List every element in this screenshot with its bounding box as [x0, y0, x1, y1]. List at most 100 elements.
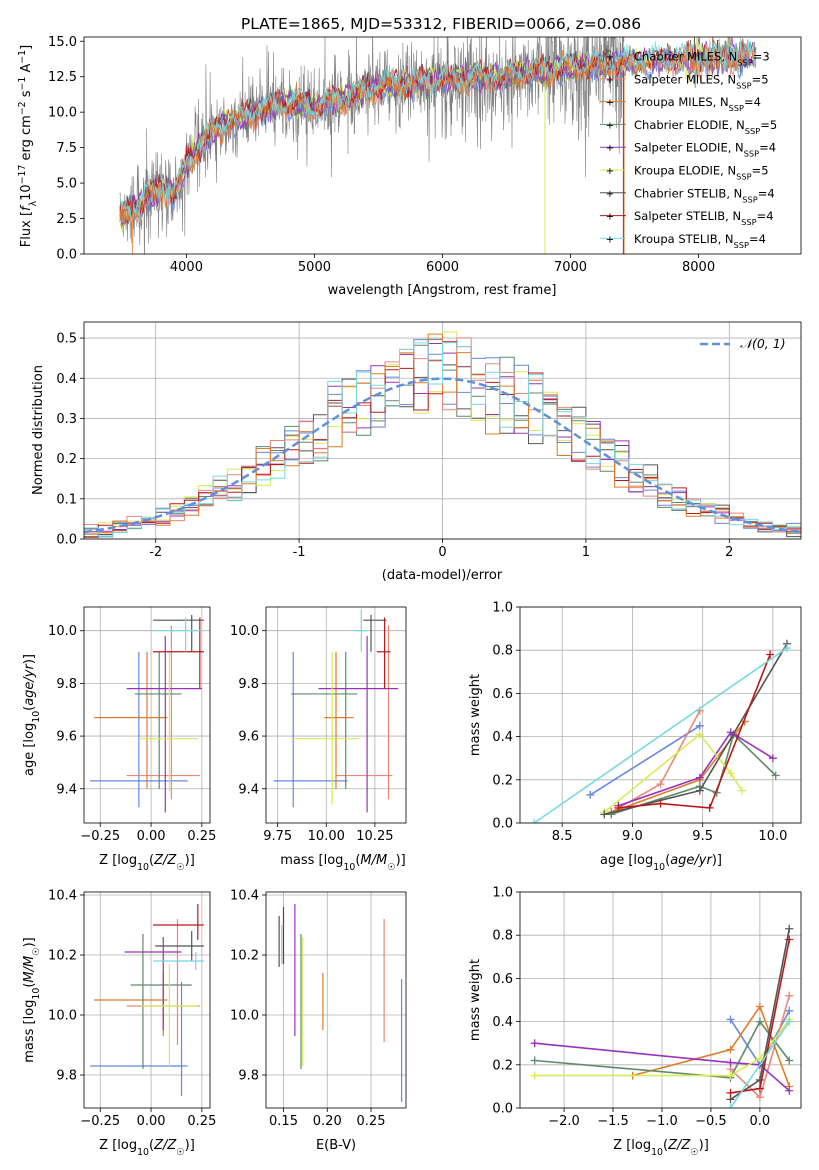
weight-marker [607, 810, 616, 819]
x-tick-label: −1.0 [646, 1114, 678, 1129]
weight-line [534, 1042, 790, 1092]
y-tick-label: 0.4 [56, 372, 77, 387]
y-axis-label: Normed distribution [31, 365, 46, 495]
weight-line [610, 710, 701, 813]
legend-marker: + [606, 98, 614, 109]
axes-weight_vs_Z: −2.0 −1.5 −1.0 −0.5 0.0 0.0 0.2 0.4 0.6 0.8 1.0 [492, 886, 802, 1129]
weight-marker [530, 1056, 539, 1065]
weight-marker [755, 1093, 764, 1102]
x-tick-label: 0.15 [269, 1114, 298, 1129]
weight-marker [530, 1071, 539, 1080]
weight-marker [785, 1056, 794, 1065]
y-tick-label: 9.8 [238, 677, 259, 692]
x-tick-label: 9.75 [263, 829, 292, 844]
axes-weight_vs_age: 8.5 9.0 9.5 10.0 0.0 0.2 0.4 0.6 0.8 1.0 [492, 601, 802, 844]
x-tick-label: 10.25 [356, 829, 393, 844]
y-tick-label: 0.0 [56, 248, 77, 263]
x-tick-label: 9.0 [622, 829, 643, 844]
legend-label: 𝒩(0, 1) [740, 336, 786, 351]
y-tick-label: 0.0 [492, 1102, 513, 1117]
weight-marker [755, 1002, 764, 1011]
weight-marker [766, 650, 775, 659]
legend-label: Chabrier MILES, NSSP=3 [634, 50, 770, 68]
x-tick-label: 4000 [170, 260, 203, 275]
y-tick-label: 2.5 [56, 212, 77, 227]
y-axis-label: mass [log10(M/M☉)] [22, 937, 42, 1063]
x-axis-label: mass [log10(M/M☉)] [280, 853, 406, 873]
y-tick-label: 15.0 [48, 35, 77, 50]
y-axis-label: age [log10(age/yr)] [22, 654, 42, 776]
y-tick-label: 9.4 [56, 782, 77, 797]
y-tick-label: 0.0 [492, 817, 513, 832]
y-tick-label: 0.5 [56, 332, 77, 347]
axes-frame [83, 36, 802, 255]
y-tick-label: 0.2 [492, 1058, 513, 1073]
y-axis-label: mass weight [468, 674, 483, 756]
weight-marker [771, 771, 780, 780]
weight-marker [726, 1104, 735, 1108]
y-tick-label: 1.0 [492, 601, 513, 616]
x-tick-label: −0.25 [80, 1114, 120, 1129]
weight-marker [530, 819, 539, 823]
weight-marker [695, 773, 704, 782]
x-tick-label: 0 [438, 545, 446, 560]
axes-frame [265, 606, 407, 824]
grid [266, 892, 406, 1108]
axes-frame [83, 606, 211, 824]
plot-area [530, 639, 791, 823]
x-tick-label: 0.25 [187, 1114, 216, 1129]
weight-marker [782, 644, 791, 653]
plot-area [530, 924, 794, 1108]
y-tick-label: 0.1 [56, 492, 77, 507]
weight-marker [785, 935, 794, 944]
y-tick-label: 0.0 [56, 533, 77, 548]
legend-label: Chabrier ELODIE, NSSP=5 [634, 118, 777, 136]
y-tick-label: 10.0 [230, 624, 259, 639]
weight-marker [726, 728, 735, 737]
axes-frame [83, 891, 211, 1109]
model-spectrum [119, 39, 757, 226]
weight-line [632, 1004, 791, 1087]
legend-marker: + [606, 166, 614, 177]
y-tick-label: 10.4 [230, 889, 259, 904]
x-tick-label: 1 [582, 545, 590, 560]
plot-area [84, 331, 801, 538]
weight-marker [785, 1017, 794, 1026]
x-tick-label: 0.20 [313, 1114, 342, 1129]
y-tick-label: 12.5 [48, 70, 77, 85]
x-tick-label: −2.0 [548, 1114, 580, 1129]
legend: + Chabrier MILES, NSSP=3 + Salpeter MILES, … [600, 50, 777, 250]
y-axis-label: Flux [fλ10−17 erg cm−2 s−1 A−1] [17, 45, 39, 247]
weight-line [534, 1020, 790, 1079]
y-tick-label: 5.0 [56, 177, 77, 192]
plot-area [90, 904, 204, 1096]
x-tick-label: 8.5 [552, 829, 573, 844]
x-tick-label: -1 [293, 545, 306, 560]
x-axis-label: (data-model)/error [382, 568, 503, 583]
plot-area [273, 609, 399, 813]
y-tick-label: 0.2 [492, 773, 513, 788]
legend-marker: + [606, 75, 614, 86]
weight-line [618, 654, 771, 809]
weight-marker [695, 721, 704, 730]
weight-marker [785, 1006, 794, 1015]
model-spectrum [119, 37, 757, 217]
y-tick-label: 0.8 [492, 929, 513, 944]
weight-marker [726, 1015, 735, 1024]
x-tick-label: 0.25 [357, 1114, 386, 1129]
axes-frame [519, 606, 802, 824]
axes-residuals: -2 -1 0 1 2 0.0 0.1 0.2 0.3 0.4 0.5 [56, 321, 802, 560]
x-tick-label: −1.5 [597, 1114, 629, 1129]
residual-histogram [84, 342, 801, 537]
axes-frame [83, 321, 802, 540]
legend: 𝒩(0, 1) [700, 336, 786, 351]
weight-line [589, 725, 701, 796]
y-tick-label: 0.6 [492, 687, 513, 702]
x-tick-label: 6000 [426, 260, 459, 275]
x-tick-label: 0.00 [137, 829, 166, 844]
legend-label: Kroupa ELODIE, NSSP=5 [634, 164, 769, 182]
legend-label: Chabrier STELIB, NSSP=4 [634, 186, 775, 204]
x-tick-label: 0.00 [137, 1114, 166, 1129]
x-tick-label: 2 [725, 545, 733, 560]
